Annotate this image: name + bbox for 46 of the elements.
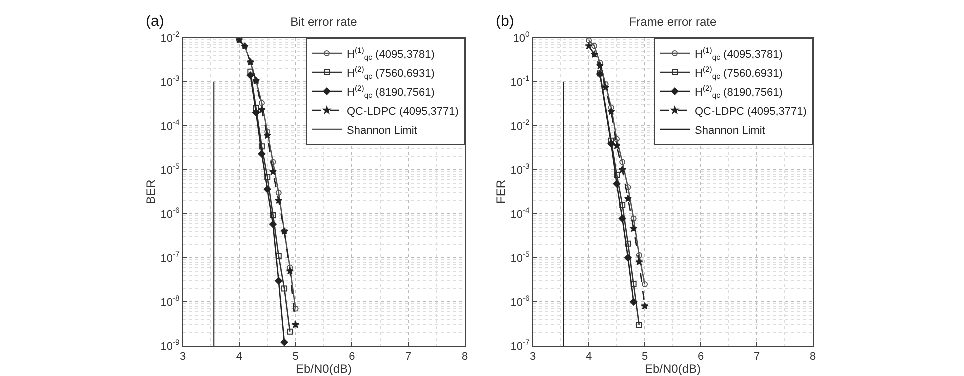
y-tick-label: 10$^{-8}$ — [160, 294, 180, 309]
y-axis-title: BER — [144, 179, 158, 204]
y-tick-label: 10$^{-2}$ — [510, 118, 530, 133]
y-tick-label: 10$^{-1}$ — [510, 74, 530, 89]
y-tick-label: 10$^{-2}$ — [160, 30, 180, 45]
legend-label: H$^{(2)}$$_{qc}$ (7560,6931) — [347, 65, 435, 82]
x-axis-title: Eb/N0(dB) — [296, 362, 352, 376]
x-tick-label: 8 — [810, 351, 816, 364]
x-tick-label: 5 — [642, 351, 648, 364]
legend-label: QC-LDPC (4095,3771) — [695, 106, 807, 118]
chart-title: Bit error rate — [290, 15, 358, 29]
x-tick-label: 3 — [180, 351, 186, 364]
legend-label: Shannon Limit — [347, 124, 418, 137]
y-tick-label: 10$^{-3}$ — [160, 74, 180, 89]
legend-label: H$^{(2)}$$_{qc}$ (8190,7561) — [347, 84, 435, 100]
legend-label: H$^{(2)}$$_{qc}$ (7560,6931) — [695, 65, 783, 82]
x-axis-title: Eb/N0(dB) — [644, 362, 702, 376]
y-tick-label: 10$^{-7}$ — [510, 338, 530, 353]
y-tick-label: 10$^{-4}$ — [160, 118, 181, 133]
x-tick-label: 5 — [292, 351, 299, 364]
y-tick-label: 10$^{-3}$ — [510, 162, 530, 177]
x-tick-label: 6 — [698, 351, 704, 364]
x-tick-label: 3 — [530, 351, 536, 364]
text: (a) — [146, 13, 164, 30]
chart-title: Frame error rate — [629, 15, 717, 29]
x-tick-label: 4 — [586, 351, 592, 364]
y-tick-label: 10$^{-6}$ — [510, 294, 530, 309]
y-tick-label: 10$^{-5}$ — [510, 250, 530, 265]
x-tick-label: 7 — [406, 351, 412, 364]
y-tick-label: 10$^{-7}$ — [160, 250, 180, 265]
y-tick-label: 10$^{-5}$ — [160, 162, 180, 177]
y-tick-label: 10$^{-4}$ — [510, 206, 531, 221]
y-tick-label: 10$^{-9}$ — [160, 338, 180, 353]
y-axis-title: FER — [494, 180, 508, 204]
legend-label: H$^{(2)}$$_{qc}$ (8190,7561) — [695, 84, 783, 100]
y-tick-label: 10$^{0}$ — [513, 30, 530, 45]
legend-label: H$^{(1)}$$_{qc}$ (4095,3781) — [347, 46, 435, 62]
text: (b) — [496, 13, 514, 30]
x-tick-label: 4 — [236, 351, 242, 364]
y-tick-label: 10$^{-6}$ — [160, 206, 180, 221]
x-tick-label: 8 — [462, 351, 468, 364]
x-tick-label: 7 — [754, 351, 760, 364]
legend-label: H$^{(1)}$$_{qc}$ (4095,3781) — [695, 46, 783, 62]
x-tick-label: 6 — [349, 351, 356, 364]
legend-label: QC-LDPC (4095,3771) — [347, 106, 459, 118]
legend-label: Shannon Limit — [695, 124, 766, 137]
